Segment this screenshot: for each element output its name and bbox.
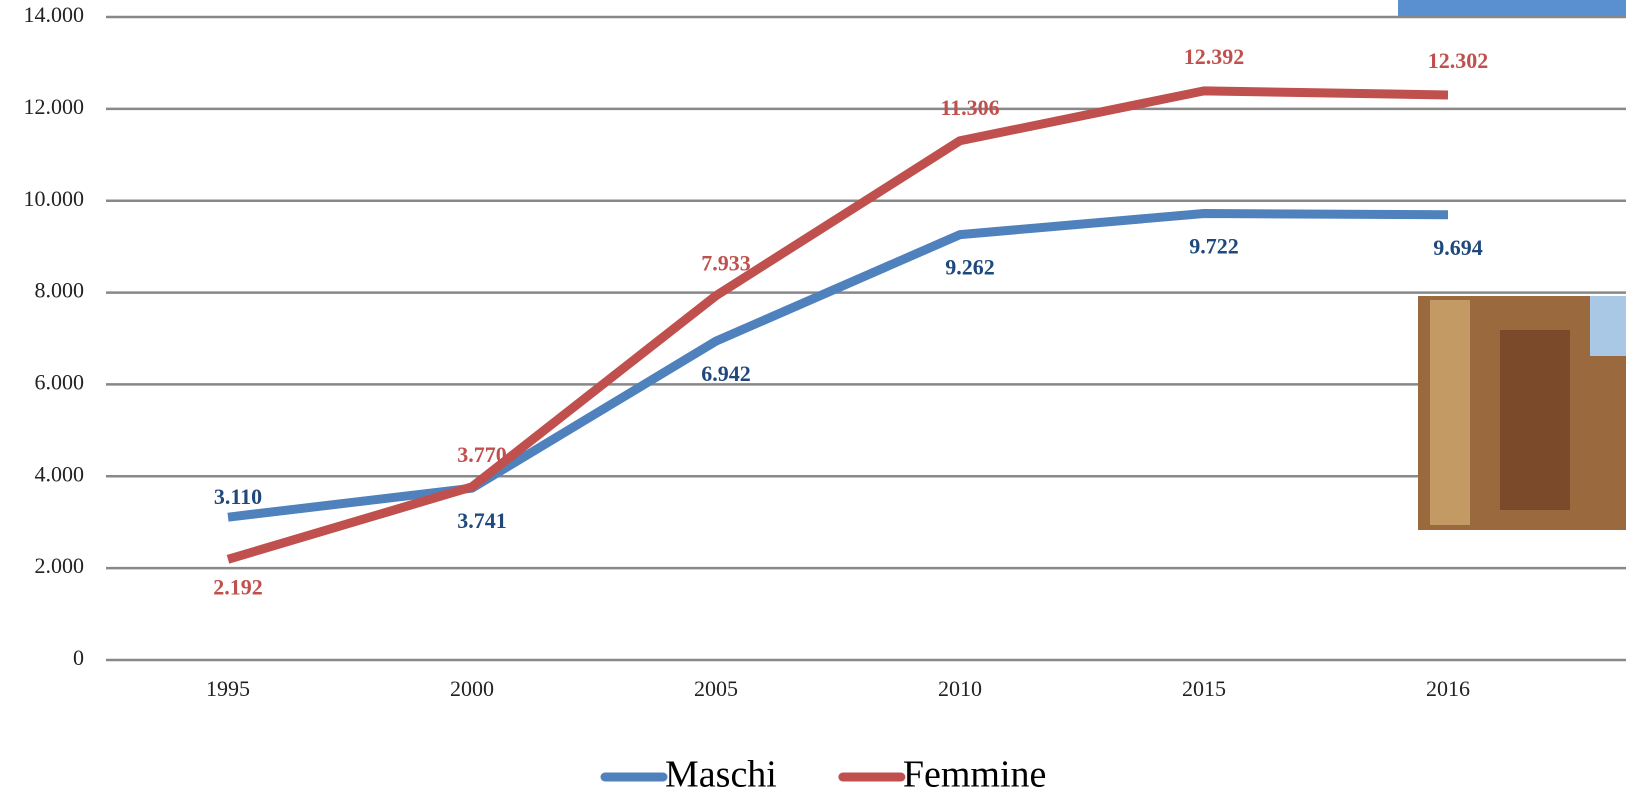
value-label: 2.192 xyxy=(213,574,263,599)
value-label: 9.262 xyxy=(945,255,995,280)
y-tick-label: 0 xyxy=(73,645,84,670)
value-label: 3.110 xyxy=(214,484,262,509)
legend-label: Maschi xyxy=(665,754,777,794)
x-tick-label: 2015 xyxy=(1182,676,1226,701)
x-tick-label: 2016 xyxy=(1426,676,1470,701)
value-label: 7.933 xyxy=(701,251,751,276)
value-label: 12.302 xyxy=(1428,48,1489,73)
x-tick-label: 2010 xyxy=(938,676,982,701)
photo-top xyxy=(1398,0,1626,16)
value-label: 12.392 xyxy=(1184,44,1245,69)
y-tick-label: 10.000 xyxy=(24,186,85,211)
value-label: 3.770 xyxy=(457,442,507,467)
value-label: 3.741 xyxy=(457,508,507,533)
value-label: 6.942 xyxy=(701,361,751,386)
y-tick-label: 2.000 xyxy=(35,553,85,578)
value-label: 9.694 xyxy=(1433,235,1483,260)
value-label: 11.306 xyxy=(940,95,999,120)
x-tick-label: 1995 xyxy=(206,676,250,701)
legend-label: Femmine xyxy=(903,754,1047,794)
page: {"chart_data": {"type": "line", "categor… xyxy=(0,0,1626,794)
y-tick-label: 4.000 xyxy=(35,461,85,486)
value-label: 9.722 xyxy=(1189,234,1239,259)
chart: 0 2.000 4.000 6.000 8.000 10.000 12.000 14.000 1… xyxy=(0,0,1626,794)
photo-worker xyxy=(1418,296,1626,530)
y-tick-label: 8.000 xyxy=(35,278,85,303)
y-tick-label: 12.000 xyxy=(24,94,85,119)
x-tick-label: 2000 xyxy=(450,676,494,701)
x-tick-label: 2005 xyxy=(694,676,738,701)
series-line xyxy=(228,213,1448,517)
y-tick-label: 14.000 xyxy=(24,2,85,27)
y-tick-label: 6.000 xyxy=(35,369,85,394)
series-line xyxy=(228,91,1448,559)
